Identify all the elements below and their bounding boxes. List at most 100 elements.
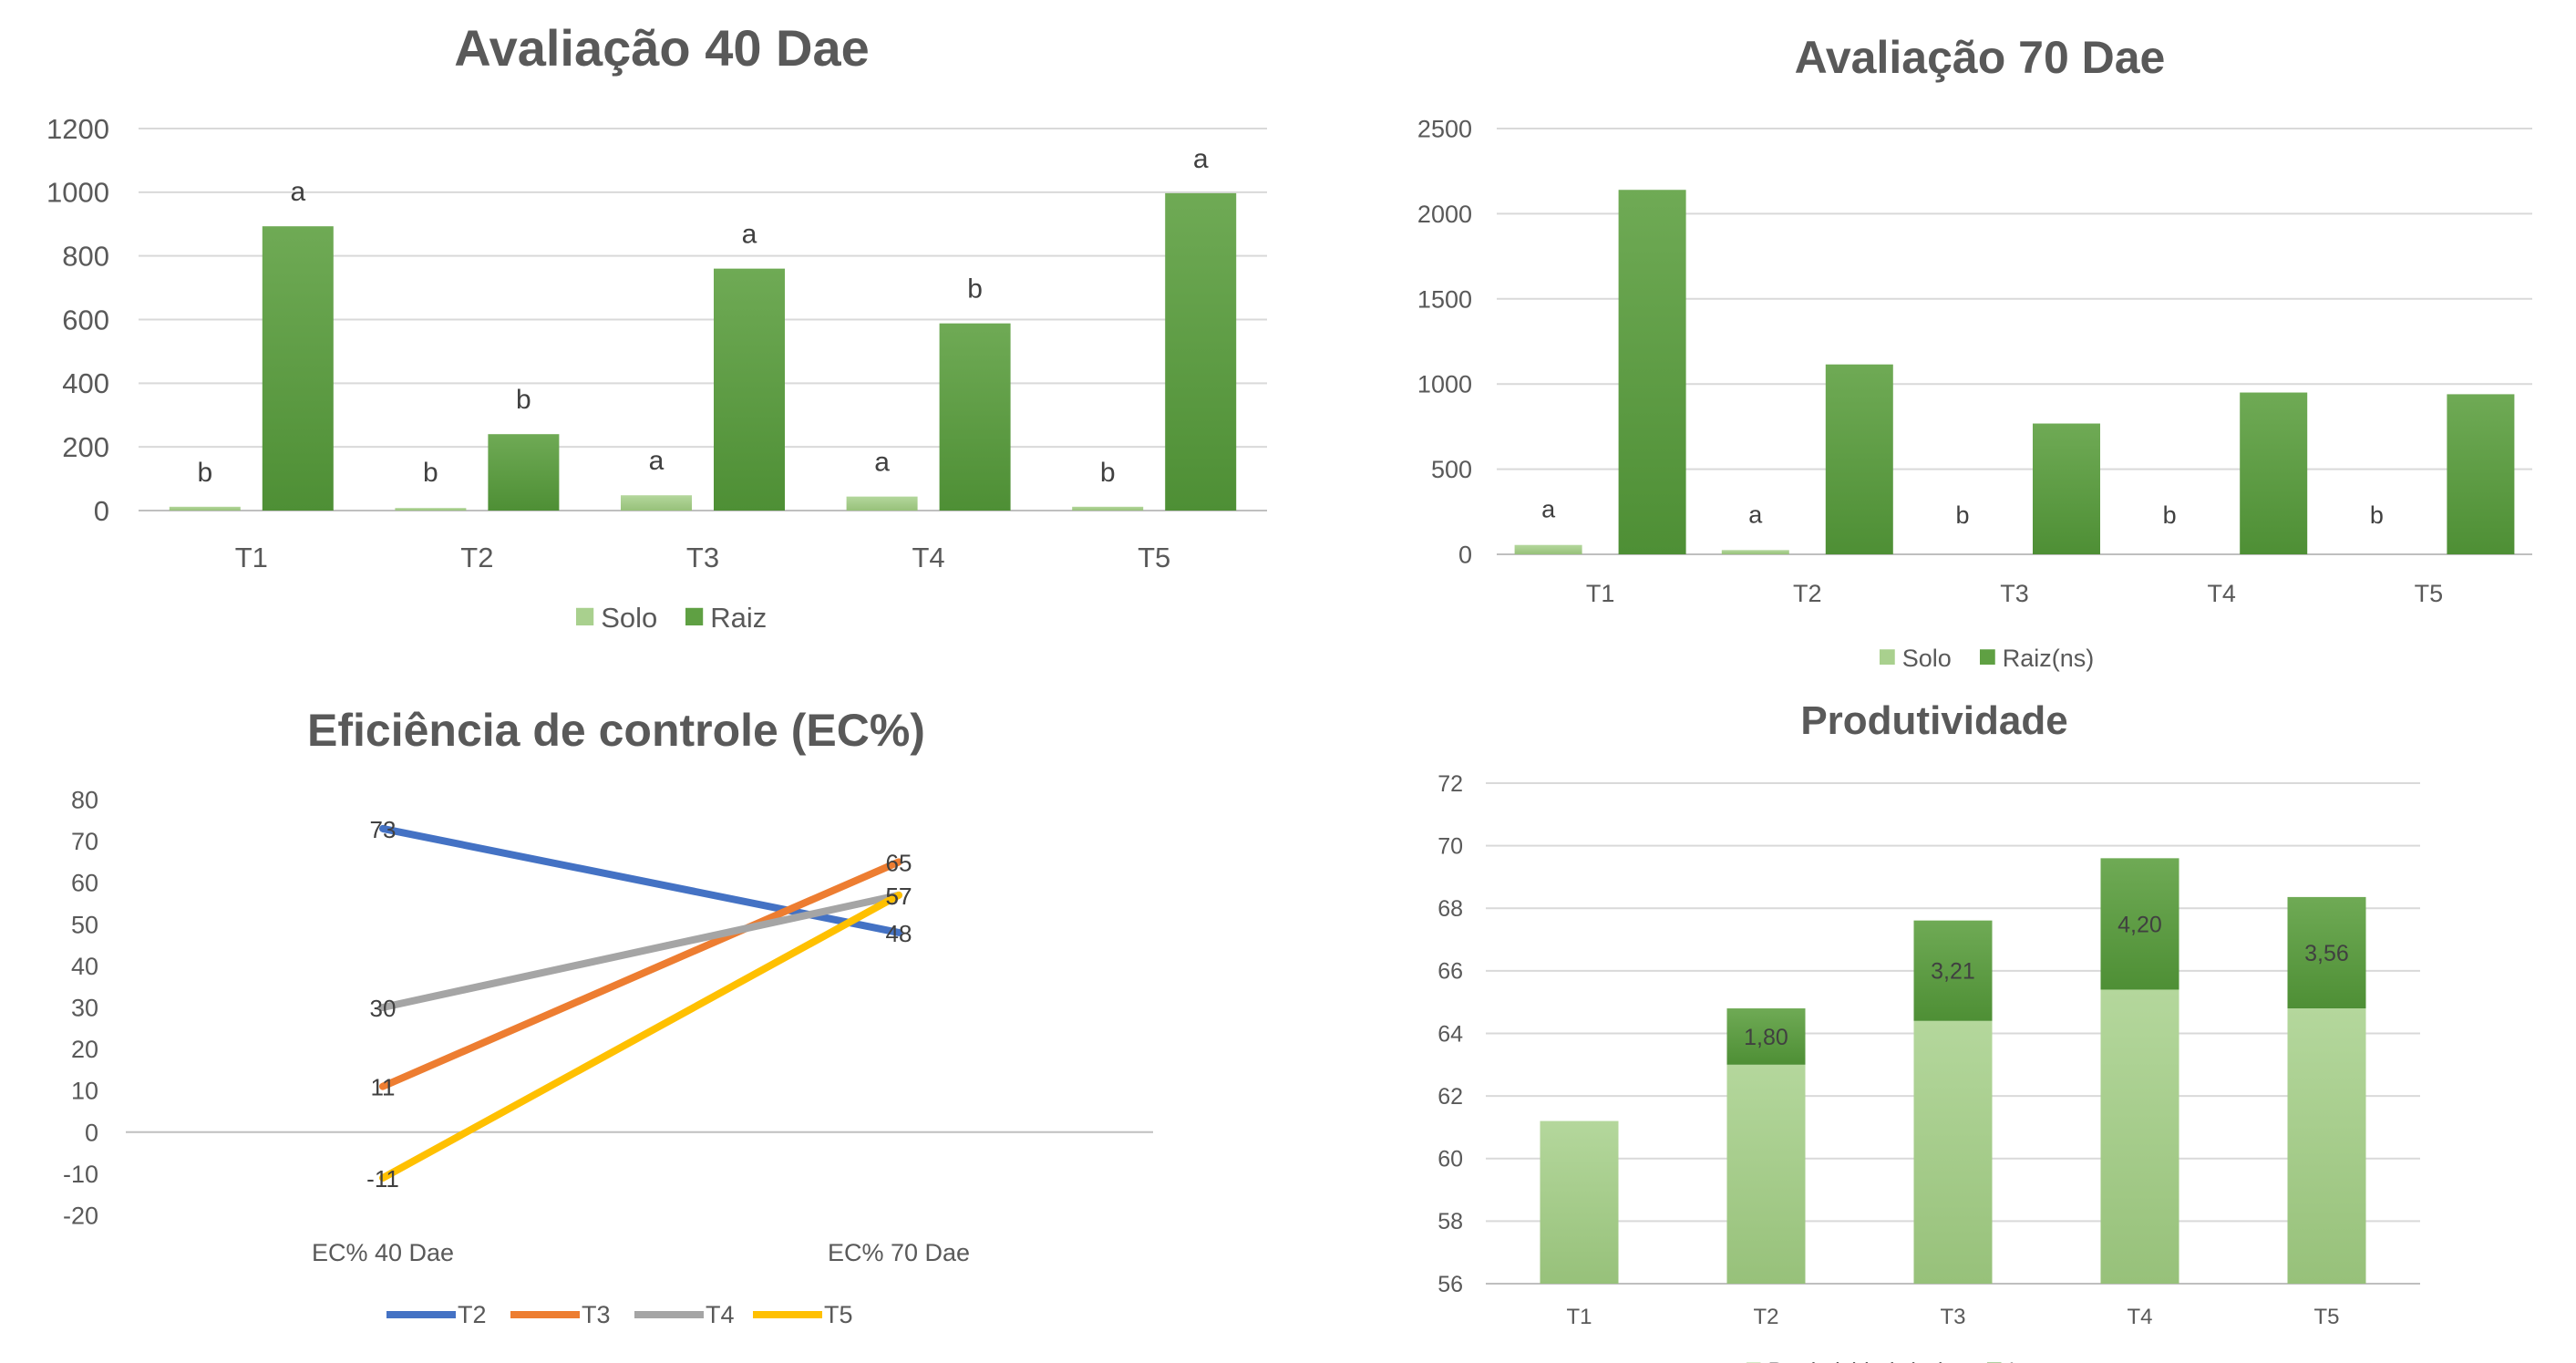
bar-solo bbox=[1072, 506, 1144, 511]
y-tick-label: 10 bbox=[71, 1078, 98, 1105]
bar-raizns bbox=[2447, 394, 2515, 554]
y-tick-label: 0 bbox=[1458, 541, 1472, 568]
x-tick-label: EC% 40 Dae bbox=[312, 1239, 454, 1266]
y-tick-label: 40 bbox=[71, 953, 98, 980]
data-label: a bbox=[1748, 501, 1763, 528]
data-label: -11 bbox=[366, 1165, 399, 1193]
data-label: a bbox=[1541, 496, 1556, 523]
y-tick-label: 2500 bbox=[1417, 115, 1472, 142]
bar-solo bbox=[1514, 544, 1582, 554]
data-label: 11 bbox=[371, 1074, 396, 1101]
y-tick-label: 64 bbox=[1437, 1021, 1463, 1047]
y-tick-label: 500 bbox=[1431, 456, 1472, 483]
data-label: a bbox=[742, 220, 757, 250]
chart-title: Avaliação 70 Dae bbox=[1795, 32, 2166, 83]
y-tick-label: 20 bbox=[71, 1036, 98, 1063]
data-label: 1,80 bbox=[1744, 1025, 1788, 1050]
x-tick-label: T5 bbox=[1138, 542, 1170, 573]
legend-label: T4 bbox=[706, 1301, 735, 1328]
y-tick-label: 72 bbox=[1437, 771, 1463, 797]
data-label: 3,21 bbox=[1931, 959, 1975, 985]
y-tick-label: 0 bbox=[94, 495, 109, 527]
bar-raiz bbox=[939, 323, 1011, 511]
x-tick-label: T2 bbox=[1793, 580, 1822, 607]
legend-label: Raiz(ns) bbox=[2003, 645, 2095, 672]
data-label: b bbox=[1955, 501, 1969, 529]
bar-incremento bbox=[1726, 1008, 1806, 1065]
y-tick-label: 800 bbox=[62, 241, 109, 273]
chart-title: Produtividade bbox=[1800, 698, 2067, 743]
legend-label: T5 bbox=[824, 1301, 853, 1328]
y-tick-label: 58 bbox=[1437, 1209, 1463, 1234]
legend-label: Raiz bbox=[710, 602, 767, 634]
chart-title: Eficiência de controle (EC%) bbox=[307, 705, 925, 756]
y-tick-label: 1500 bbox=[1417, 285, 1472, 313]
line-series-t5 bbox=[379, 891, 902, 1182]
chart-2: Avaliação 70 Dae 0 500 1000 1500 2000 2500 T1 T2… bbox=[1417, 32, 2532, 672]
bar-solo bbox=[395, 508, 467, 511]
data-label: b bbox=[197, 458, 212, 488]
bar-solo bbox=[621, 495, 692, 511]
y-tick-label: 1000 bbox=[46, 177, 109, 209]
bar-produtividadens bbox=[2100, 989, 2179, 1284]
chart-4: Produtividade 56 58 60 62 64 66 68 70 72 T1 T2 T3 T4 T… bbox=[1437, 698, 2420, 1363]
bar-raiz bbox=[262, 226, 334, 511]
y-tick-label: 0 bbox=[85, 1119, 98, 1146]
x-tick-label: T2 bbox=[460, 542, 493, 573]
line-series-t4 bbox=[379, 891, 902, 1011]
data-label: b bbox=[967, 274, 983, 305]
bar-raizns bbox=[2240, 392, 2308, 554]
x-tick-label: T4 bbox=[2207, 580, 2236, 607]
chart-1: Avaliação 40 Dae 0 200 400 600 800 1000 1200 T1 T… bbox=[46, 19, 1267, 634]
data-label: 30 bbox=[370, 995, 397, 1022]
x-tick-label: T3 bbox=[686, 542, 719, 573]
data-label: a bbox=[290, 177, 305, 207]
x-tick-label: T4 bbox=[912, 542, 945, 573]
bar-raizns bbox=[1825, 364, 1893, 554]
legend-swatch bbox=[576, 607, 594, 625]
data-label: a bbox=[874, 448, 890, 478]
bar-raiz bbox=[714, 268, 785, 511]
data-label: b bbox=[2163, 501, 2177, 529]
bar-incremento bbox=[1913, 920, 1993, 1021]
bar-produtividadens bbox=[2287, 1008, 2366, 1284]
y-tick-label: 1200 bbox=[46, 113, 109, 145]
legend-swatch bbox=[1880, 649, 1895, 665]
legend-swatch bbox=[1980, 649, 1995, 665]
x-tick-label: T1 bbox=[1566, 1305, 1592, 1329]
y-tick-label: 56 bbox=[1437, 1272, 1463, 1297]
chart-3: Eficiência de controle (EC%) -20 -10 0 10 20 3… bbox=[63, 705, 1153, 1328]
legend-label: Incremento bbox=[2009, 1358, 2123, 1363]
y-tick-label: 60 bbox=[1437, 1147, 1463, 1172]
data-label: 57 bbox=[886, 883, 912, 910]
line-series-t3 bbox=[379, 858, 902, 1090]
y-tick-label: 70 bbox=[1437, 833, 1463, 859]
x-tick-label: T1 bbox=[235, 542, 268, 573]
data-label: 48 bbox=[886, 920, 912, 947]
y-tick-label: 2000 bbox=[1417, 201, 1472, 228]
x-tick-label: T5 bbox=[2415, 580, 2444, 607]
data-label: a bbox=[1193, 144, 1209, 174]
bar-raizns bbox=[1618, 190, 1686, 555]
bar-produtividadens bbox=[1913, 1020, 1993, 1284]
y-tick-label: 80 bbox=[71, 786, 98, 813]
y-tick-label: 600 bbox=[62, 304, 109, 336]
bar-solo bbox=[169, 506, 241, 511]
y-tick-label: 1000 bbox=[1417, 371, 1472, 398]
legend-label: Solo bbox=[601, 602, 657, 634]
legend-swatch bbox=[685, 607, 704, 625]
y-tick-label: 62 bbox=[1437, 1084, 1463, 1110]
data-label: b bbox=[1100, 458, 1116, 488]
data-label: b bbox=[516, 385, 531, 415]
x-tick-label: T3 bbox=[2000, 580, 2029, 607]
legend-label: Solo bbox=[1902, 645, 1952, 672]
y-tick-label: 30 bbox=[71, 994, 98, 1021]
legend-label: T2 bbox=[458, 1301, 487, 1328]
bar-produtividadens bbox=[1726, 1064, 1806, 1284]
chart-title: Avaliação 40 Dae bbox=[454, 19, 870, 77]
y-tick-label: 200 bbox=[62, 431, 109, 463]
bar-incremento bbox=[2287, 896, 2366, 1009]
legend-label: Produtividade(ns) bbox=[1768, 1358, 1947, 1363]
x-tick-label: T4 bbox=[2127, 1305, 2152, 1329]
